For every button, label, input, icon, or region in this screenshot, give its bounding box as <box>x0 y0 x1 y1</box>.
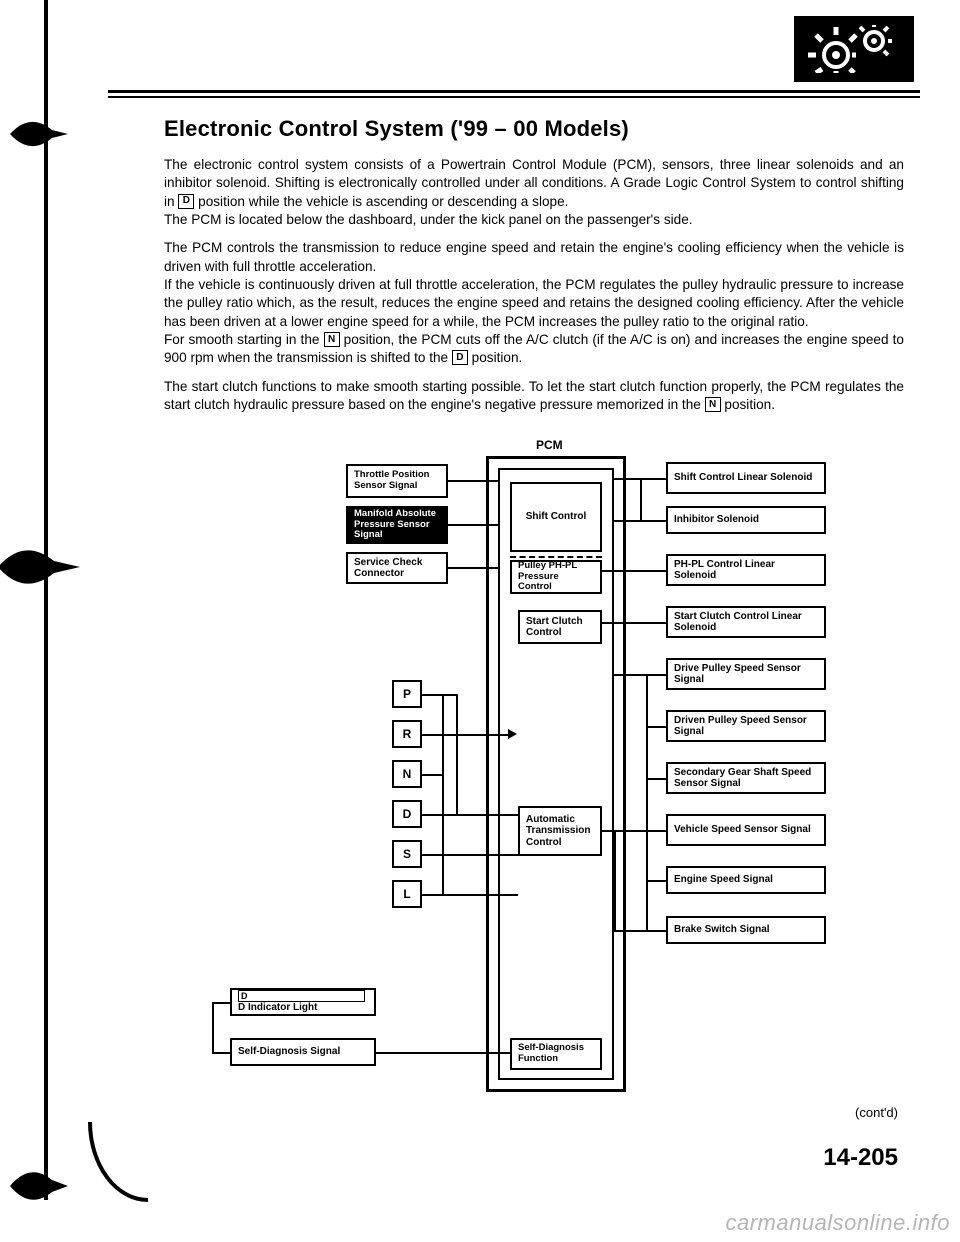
connector-line <box>602 830 666 832</box>
connector-line <box>212 1002 214 1052</box>
input-box: Service Check Connector <box>346 552 448 584</box>
connector-line <box>646 880 666 882</box>
connector-line <box>422 774 444 776</box>
page-corner <box>88 1122 148 1202</box>
header-rule <box>108 90 920 93</box>
connector-line <box>422 734 510 736</box>
box-label: Engine Speed Signal <box>674 874 818 886</box>
output-box: Brake Switch Signal <box>666 916 826 944</box>
box-label: Self-Diagnosis Function <box>518 1043 594 1065</box>
connector-line <box>614 830 616 932</box>
gear-box: L <box>392 880 422 908</box>
gear-box: N <box>392 760 422 788</box>
box-label: Brake Switch Signal <box>674 924 818 936</box>
connector-line <box>448 480 498 482</box>
box-label: Inhibitor Solenoid <box>674 514 818 526</box>
gear-box: P <box>392 680 422 708</box>
connector-line <box>422 694 458 696</box>
body-text: The electronic control system consists o… <box>164 156 904 424</box>
para-text: position while the vehicle is ascending … <box>194 194 568 209</box>
box-label: Shift Control Linear Solenoid <box>674 472 818 484</box>
connector-line <box>456 694 458 814</box>
output-box: Start Clutch Control Linear Solenoid <box>666 606 826 638</box>
connector-line <box>422 854 518 856</box>
pcm-diagram: PCM Throttle Position Sensor Signal Mani… <box>156 442 946 1102</box>
pcm-block: Start Clutch Control <box>518 610 602 644</box>
connector-line <box>646 726 666 728</box>
para-text: position. <box>721 397 775 412</box>
connector-line <box>602 570 666 572</box>
output-box: Engine Speed Signal <box>666 866 826 894</box>
gear-box-icon: D <box>452 350 468 365</box>
output-box: Inhibitor Solenoid <box>666 506 826 534</box>
connector-line <box>646 674 648 932</box>
output-box: Driven Pulley Speed Sensor Signal <box>666 710 826 742</box>
box-label: Start Clutch Control <box>526 616 594 639</box>
connector-line <box>448 567 498 569</box>
input-box: Throttle Position Sensor Signal <box>346 464 448 498</box>
box-label: Secondary Gear Shaft Speed Sensor Signal <box>674 767 818 790</box>
page-number: 14-205 <box>823 1144 898 1172</box>
box-label: Shift Control <box>526 511 587 523</box>
pcm-block: Self-Diagnosis Function <box>510 1038 602 1070</box>
connector-line <box>640 478 642 522</box>
box-label: PH-PL Control Linear Solenoid <box>674 559 818 582</box>
para-text: The PCM is located below the dashboard, … <box>164 212 693 227</box>
box-label: Self-Diagnosis Signal <box>238 1046 368 1058</box>
gear-box-icon: N <box>324 332 340 347</box>
connector-line <box>376 1052 510 1054</box>
box-label: Throttle Position Sensor Signal <box>354 470 440 492</box>
connector-line <box>422 894 518 896</box>
gear-box: R <box>392 720 422 748</box>
gear-box-icon: N <box>705 397 721 412</box>
gear-box: D <box>392 800 422 828</box>
dashed-line <box>510 556 602 558</box>
para-text: The start clutch functions to make smoot… <box>164 379 904 412</box>
connector-line <box>212 1002 230 1004</box>
connector-line <box>614 674 666 676</box>
box-label: D Indicator Light <box>238 1002 368 1014</box>
page-title: Electronic Control System ('99 – 00 Mode… <box>164 116 629 142</box>
watermark: carmanualsonline.info <box>725 1210 950 1236</box>
box-label: Manifold Absolute Pressure Sensor Signal <box>354 509 440 542</box>
connector-line <box>602 622 666 624</box>
pcm-block: Shift Control <box>510 482 602 552</box>
header-rule <box>108 96 920 98</box>
contd-label: (cont'd) <box>855 1105 898 1120</box>
para-text: If the vehicle is continuously driven at… <box>164 277 904 329</box>
header-gear-icon <box>794 16 914 82</box>
para-text: For smooth starting in the <box>164 332 324 347</box>
output-box: Secondary Gear Shaft Speed Sensor Signal <box>666 762 826 794</box>
box-label: Pulley PH-PL Pressure Control <box>518 561 594 594</box>
gear-box: S <box>392 840 422 868</box>
output-box: Self-Diagnosis Signal <box>230 1038 376 1066</box>
output-box: Shift Control Linear Solenoid <box>666 462 826 494</box>
output-box: Vehicle Speed Sensor Signal <box>666 814 826 846</box>
para-text: position. <box>468 350 522 365</box>
pcm-block: Pulley PH-PL Pressure Control <box>510 560 602 594</box>
pcm-label: PCM <box>536 438 563 452</box>
box-label: Driven Pulley Speed Sensor Signal <box>674 715 818 738</box>
pcm-block: Automatic Transmission Control <box>518 806 602 856</box>
output-box: PH-PL Control Linear Solenoid <box>666 554 826 586</box>
output-box: DD Indicator Light <box>230 988 376 1016</box>
connector-line <box>646 778 666 780</box>
input-box: Manifold Absolute Pressure Sensor Signal <box>346 506 448 544</box>
output-box: Drive Pulley Speed Sensor Signal <box>666 658 826 690</box>
gear-box-icon: D <box>178 194 194 209</box>
connector-line <box>448 524 498 526</box>
connector-line <box>442 694 444 894</box>
connector-line <box>614 930 666 932</box>
connector-line <box>212 1052 230 1054</box>
page-frame: Electronic Control System ('99 – 00 Mode… <box>44 0 944 1200</box>
para-text: The PCM controls the transmission to red… <box>164 240 904 273</box>
connector-line <box>422 814 518 816</box>
box-label: Vehicle Speed Sensor Signal <box>674 824 818 836</box>
arrow-icon <box>508 729 517 739</box>
box-label: Automatic Transmission Control <box>526 814 594 849</box>
box-label: Drive Pulley Speed Sensor Signal <box>674 663 818 686</box>
box-label: Start Clutch Control Linear Solenoid <box>674 611 818 634</box>
box-label: Service Check Connector <box>354 557 440 580</box>
